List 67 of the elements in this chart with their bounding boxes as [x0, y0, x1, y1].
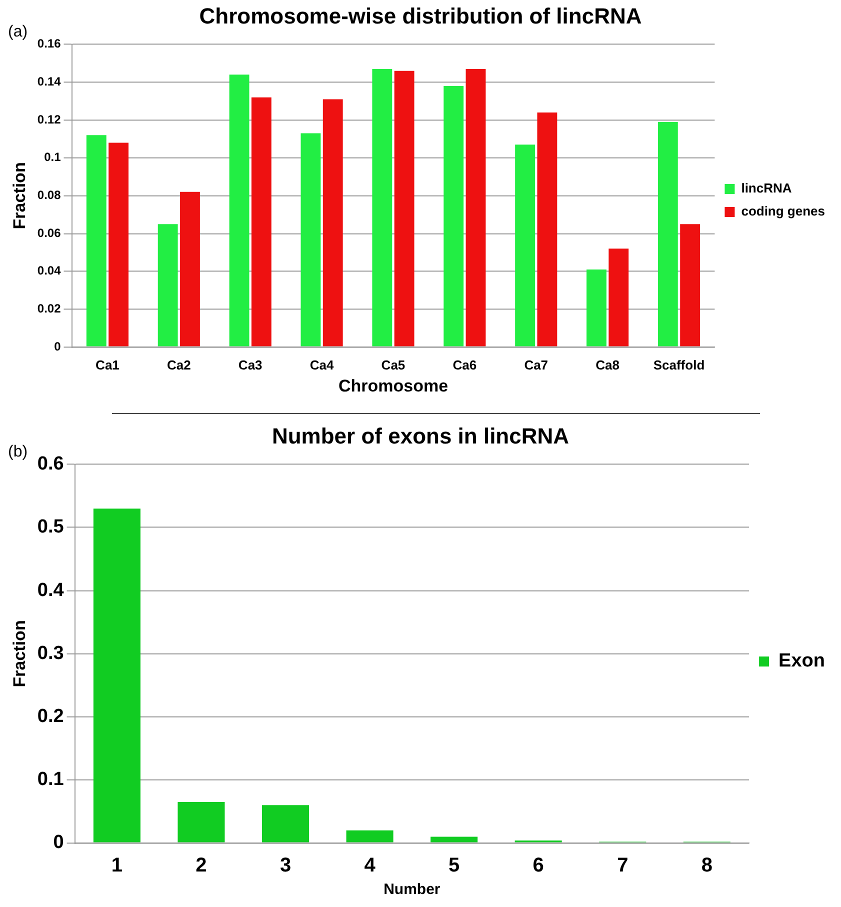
x-tick-label: 6: [532, 854, 544, 877]
y-tick-label: 0.6: [37, 454, 64, 475]
bar: [444, 86, 464, 346]
y-tick-label: 0.12: [37, 112, 62, 126]
y-tick-label: 0.3: [37, 642, 64, 664]
bar: [515, 144, 536, 346]
bar: [229, 74, 250, 346]
y-tick-label: 0.4: [37, 580, 64, 601]
x-tick-label: Scaffold: [653, 357, 705, 372]
bar: [251, 97, 272, 346]
y-axis-title: Fraction: [10, 162, 29, 230]
bar: [372, 68, 392, 346]
text: (b): [8, 443, 28, 460]
x-tick-label: Ca1: [96, 357, 120, 372]
bar: [86, 135, 106, 346]
x-tick-label: Ca2: [166, 357, 191, 372]
x-axis-title: Number: [384, 881, 440, 898]
bar: [300, 133, 321, 346]
y-tick-label: 0.5: [37, 516, 64, 538]
x-tick-label: 5: [448, 854, 460, 877]
x-tick-label: 7: [617, 854, 628, 877]
x-tick-label: 8: [701, 854, 712, 877]
y-tick-label: 0.08: [37, 188, 62, 202]
x-tick-label: 2: [196, 854, 207, 877]
y-axis-title: Fraction: [10, 620, 29, 688]
bar: [93, 508, 140, 842]
bar: [394, 70, 414, 346]
y-tick-label: 0.06: [37, 226, 62, 240]
x-tick-label: Ca3: [238, 357, 262, 372]
y-tick-label: 0.04: [37, 264, 62, 278]
x-tick-label: 4: [364, 854, 376, 877]
x-tick-label: 1: [111, 854, 123, 877]
bar: [178, 802, 225, 842]
x-tick-label: Ca7: [524, 357, 548, 372]
bar: [262, 805, 310, 842]
bar: [180, 192, 200, 346]
bar: [108, 142, 129, 346]
bar: [680, 224, 700, 346]
x-tick-label: Ca4: [310, 357, 334, 372]
y-tick-label: 0.2: [37, 706, 64, 728]
bar: [586, 269, 606, 346]
bar: [608, 248, 629, 346]
bar: [466, 68, 486, 346]
bar: [346, 830, 394, 842]
bar: [430, 836, 478, 842]
bar: [322, 99, 343, 346]
text: (a): [8, 23, 28, 40]
y-tick-label: 0.16: [37, 36, 62, 51]
y-tick-label: 0.14: [37, 74, 62, 89]
legend-label: Exon: [778, 650, 825, 672]
x-tick-label: Ca5: [381, 357, 406, 372]
x-axis-title: Chromosome: [338, 376, 448, 396]
y-tick-label: 0.1: [37, 769, 64, 790]
chart-title: Chromosome-wise distribution of lincRNA: [199, 3, 642, 28]
legend-label: lincRNA: [741, 180, 792, 196]
x-tick-label: 3: [280, 854, 292, 877]
bar: [658, 122, 678, 346]
y-tick-label: 0: [53, 832, 64, 854]
y-tick-label: 0.02: [37, 301, 62, 316]
legend-label: coding genes: [741, 204, 826, 219]
x-tick-label: Ca6: [452, 357, 477, 372]
y-tick-label: 0: [54, 339, 62, 354]
x-tick-label: Ca8: [596, 357, 620, 372]
chart-title: Number of exons in lincRNA: [272, 423, 570, 448]
y-tick-label: 0.1: [44, 150, 62, 164]
bar: [537, 112, 558, 346]
bar: [158, 224, 178, 346]
